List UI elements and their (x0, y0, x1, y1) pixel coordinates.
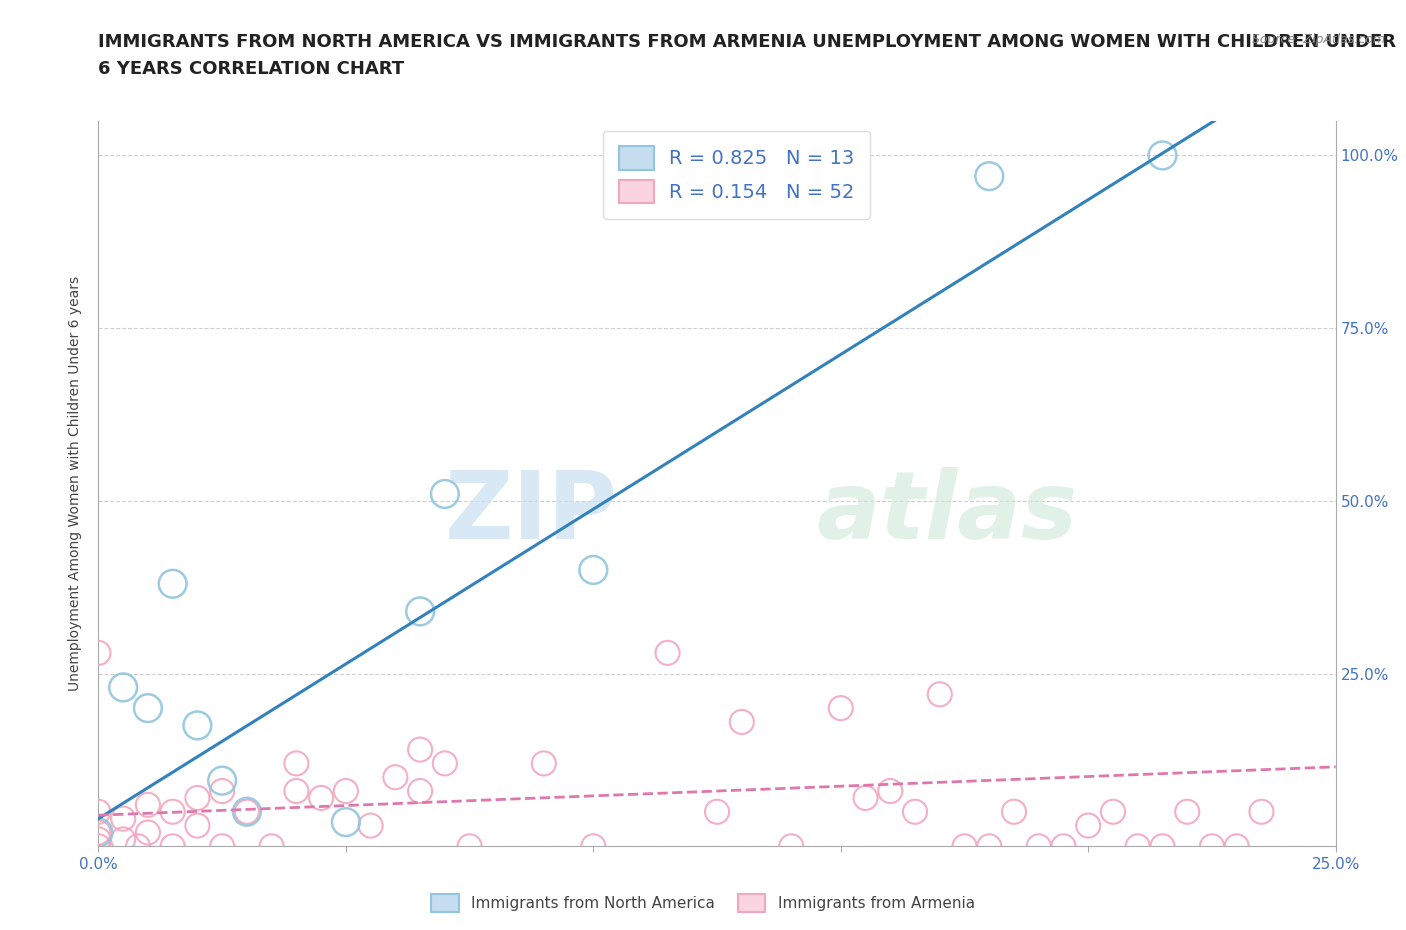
Point (979, 839, 1001, 854)
Point (127, 839, 149, 854)
Text: IMMIGRANTS FROM NORTH AMERICA VS IMMIGRANTS FROM ARMENIA UNEMPLOYMENT AMONG WOME: IMMIGRANTS FROM NORTH AMERICA VS IMMIGRA… (98, 33, 1396, 50)
Point (136, 700, 159, 715)
Point (211, 773, 233, 788)
Point (409, 604, 432, 618)
Text: 6 YEARS CORRELATION CHART: 6 YEARS CORRELATION CHART (98, 60, 405, 78)
Point (879, 784, 901, 799)
Point (1201, 839, 1223, 854)
Point (1002, 804, 1025, 819)
Point (1250, 804, 1272, 819)
Point (211, 839, 233, 854)
Legend: R = 0.825   N = 13, R = 0.154   N = 52: R = 0.825 N = 13, R = 0.154 N = 52 (603, 130, 870, 219)
Text: ZIP: ZIP (446, 467, 619, 559)
Point (112, 811, 135, 826)
Point (780, 839, 803, 854)
Point (1226, 839, 1249, 854)
Point (136, 825, 159, 840)
Point (236, 804, 259, 819)
Point (1126, 839, 1149, 854)
Point (87, 825, 110, 840)
Point (112, 680, 135, 695)
Point (409, 784, 432, 799)
Point (162, 577, 184, 591)
Point (335, 784, 357, 799)
Point (533, 756, 555, 771)
Point (1175, 804, 1198, 819)
Point (1077, 818, 1099, 833)
Point (87, 645, 110, 660)
Point (830, 700, 852, 715)
Point (409, 742, 432, 757)
Point (1152, 148, 1174, 163)
Point (458, 839, 481, 854)
Point (582, 563, 605, 578)
Point (87, 825, 110, 840)
Y-axis label: Unemployment Among Women with Children Under 6 years: Unemployment Among Women with Children U… (69, 276, 83, 691)
Point (186, 818, 208, 833)
Point (309, 790, 332, 805)
Legend: Immigrants from North America, Immigrants from Armenia: Immigrants from North America, Immigrant… (425, 888, 981, 918)
Point (1152, 839, 1174, 854)
Point (260, 839, 283, 854)
Point (953, 839, 976, 854)
Point (855, 790, 877, 805)
Point (1052, 839, 1074, 854)
Point (1102, 804, 1125, 819)
Point (211, 784, 233, 799)
Point (162, 804, 184, 819)
Point (236, 804, 259, 819)
Point (657, 645, 679, 660)
Point (433, 486, 456, 501)
Point (285, 784, 308, 799)
Point (112, 832, 135, 847)
Point (285, 756, 308, 771)
Point (186, 718, 208, 733)
Point (582, 839, 605, 854)
Point (335, 815, 357, 830)
Point (1028, 839, 1050, 854)
Text: atlas: atlas (815, 467, 1077, 559)
Text: Source: ZipAtlas.com: Source: ZipAtlas.com (1251, 33, 1385, 46)
Point (87, 832, 110, 847)
Point (384, 770, 406, 785)
Point (904, 804, 927, 819)
Point (87, 804, 110, 819)
Point (360, 818, 382, 833)
Point (979, 168, 1001, 183)
Point (706, 804, 728, 819)
Point (87, 839, 110, 854)
Point (162, 839, 184, 854)
Point (928, 687, 950, 702)
Point (136, 797, 159, 812)
Point (433, 756, 456, 771)
Point (186, 790, 208, 805)
Point (731, 714, 754, 729)
